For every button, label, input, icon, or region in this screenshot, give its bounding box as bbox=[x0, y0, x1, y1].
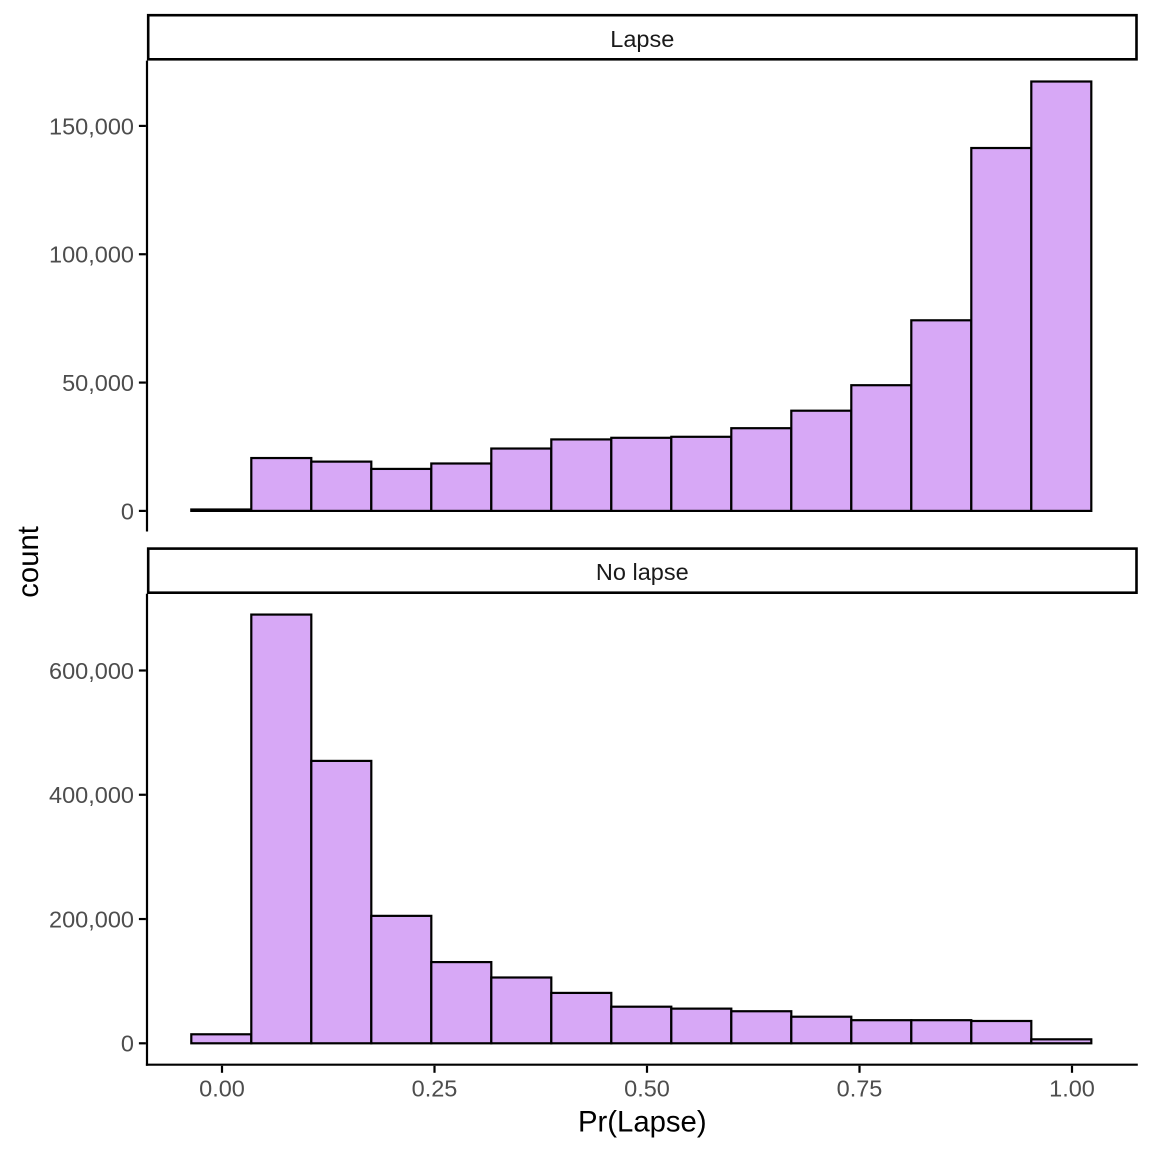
svg-text:0: 0 bbox=[121, 1031, 134, 1057]
svg-text:Lapse: Lapse bbox=[610, 26, 674, 52]
svg-text:count: count bbox=[12, 526, 45, 598]
svg-text:200,000: 200,000 bbox=[49, 906, 134, 932]
svg-text:400,000: 400,000 bbox=[49, 782, 134, 808]
svg-text:0.75: 0.75 bbox=[837, 1076, 883, 1102]
svg-text:Pr(Lapse): Pr(Lapse) bbox=[578, 1106, 707, 1139]
svg-text:1.00: 1.00 bbox=[1049, 1076, 1095, 1102]
svg-text:0: 0 bbox=[121, 498, 134, 524]
svg-text:600,000: 600,000 bbox=[49, 658, 134, 684]
svg-text:100,000: 100,000 bbox=[49, 242, 134, 268]
svg-text:0.25: 0.25 bbox=[412, 1076, 458, 1102]
svg-text:150,000: 150,000 bbox=[49, 113, 134, 139]
svg-text:0.00: 0.00 bbox=[199, 1076, 245, 1102]
svg-text:0.50: 0.50 bbox=[624, 1076, 670, 1102]
svg-text:No lapse: No lapse bbox=[596, 559, 689, 585]
svg-text:50,000: 50,000 bbox=[62, 370, 134, 396]
